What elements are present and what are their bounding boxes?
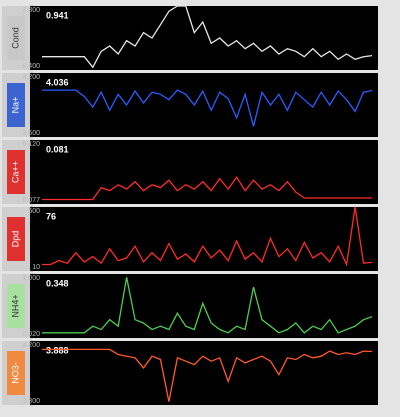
panel-label: Na+ [10,97,20,114]
y-tick-label: 4.200 [22,74,40,81]
label-box [7,150,25,194]
panel-label: NO3- [10,362,20,384]
y-tick-label: 10 [32,264,40,271]
panel-label: NH4+ [10,294,20,317]
label-box [7,16,25,60]
label-box [7,217,25,261]
readout: 76 [46,211,56,221]
panel [30,140,378,204]
panel [30,6,378,70]
panel-label: Cond [10,27,20,49]
y-tick-label: 0.020 [22,331,40,338]
y-tick-label: 2.300 [22,398,40,405]
panel [30,73,378,137]
y-tick-label: 0.077 [22,197,40,204]
y-tick-label: 2.800 [22,7,40,14]
y-tick-label: 500 [28,208,40,215]
panel [30,341,378,405]
y-tick-label: 0.400 [22,63,40,70]
panel-label: Dpd [10,231,20,248]
trace [42,206,373,267]
y-tick-label: 3.600 [22,130,40,137]
readout: 3.888 [46,345,69,355]
readout: 0.941 [46,10,69,20]
trace [42,277,373,334]
label-box [7,284,25,328]
readout: 4.036 [46,77,69,87]
label-box [7,351,25,395]
readout: 0.081 [46,144,69,154]
panel [30,207,378,271]
trace [42,176,372,201]
label-box [7,83,25,127]
y-tick-label: 4.200 [22,342,40,349]
y-tick-label: 0.120 [22,141,40,148]
trace [42,89,373,127]
y-tick-label: 1.000 [22,275,40,282]
trace [42,5,373,69]
panel-label: Ca++ [10,161,20,183]
trace [42,348,373,402]
readout: 0.348 [46,278,69,288]
